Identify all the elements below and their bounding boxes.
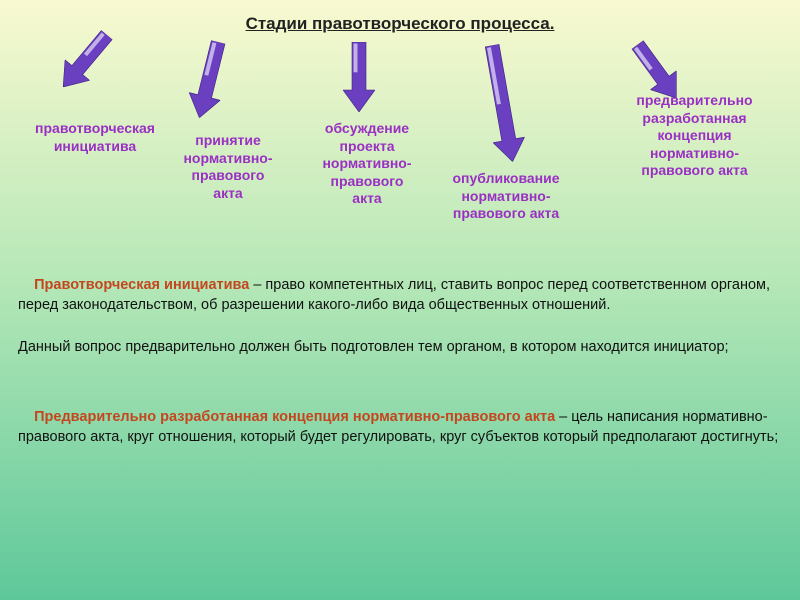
paragraph-0: Правотворческая инициатива – право компе… xyxy=(18,276,782,315)
paragraph-lead-0: Правотворческая инициатива xyxy=(34,277,249,293)
stage-label-2: обсуждениепроектанормативно-правовогоакт… xyxy=(302,120,432,208)
stage-label-0: правотворческаяинициатива xyxy=(20,120,170,155)
arrow-0 xyxy=(63,35,119,97)
paragraph-1: Данный вопрос предварительно должен быть… xyxy=(18,338,782,358)
arrow-2 xyxy=(359,42,375,112)
arrow-4 xyxy=(638,35,690,98)
paragraph-2: Предварительно разработанная концепция н… xyxy=(18,408,782,447)
stage-label-1: принятиенормативно-правовогоакта xyxy=(163,132,293,202)
arrow-3 xyxy=(492,43,528,162)
paragraph-lead-2: Предварительно разработанная концепция н… xyxy=(34,409,555,425)
paragraph-body-1: Данный вопрос предварительно должен быть… xyxy=(18,339,729,355)
arrow-1 xyxy=(199,42,233,122)
page-title: Стадии правотворческого процесса. xyxy=(246,14,555,34)
stage-label-4: предварительноразработаннаяконцепциянорм… xyxy=(612,92,777,180)
stage-label-3: опубликованиенормативно-правового акта xyxy=(426,170,586,223)
